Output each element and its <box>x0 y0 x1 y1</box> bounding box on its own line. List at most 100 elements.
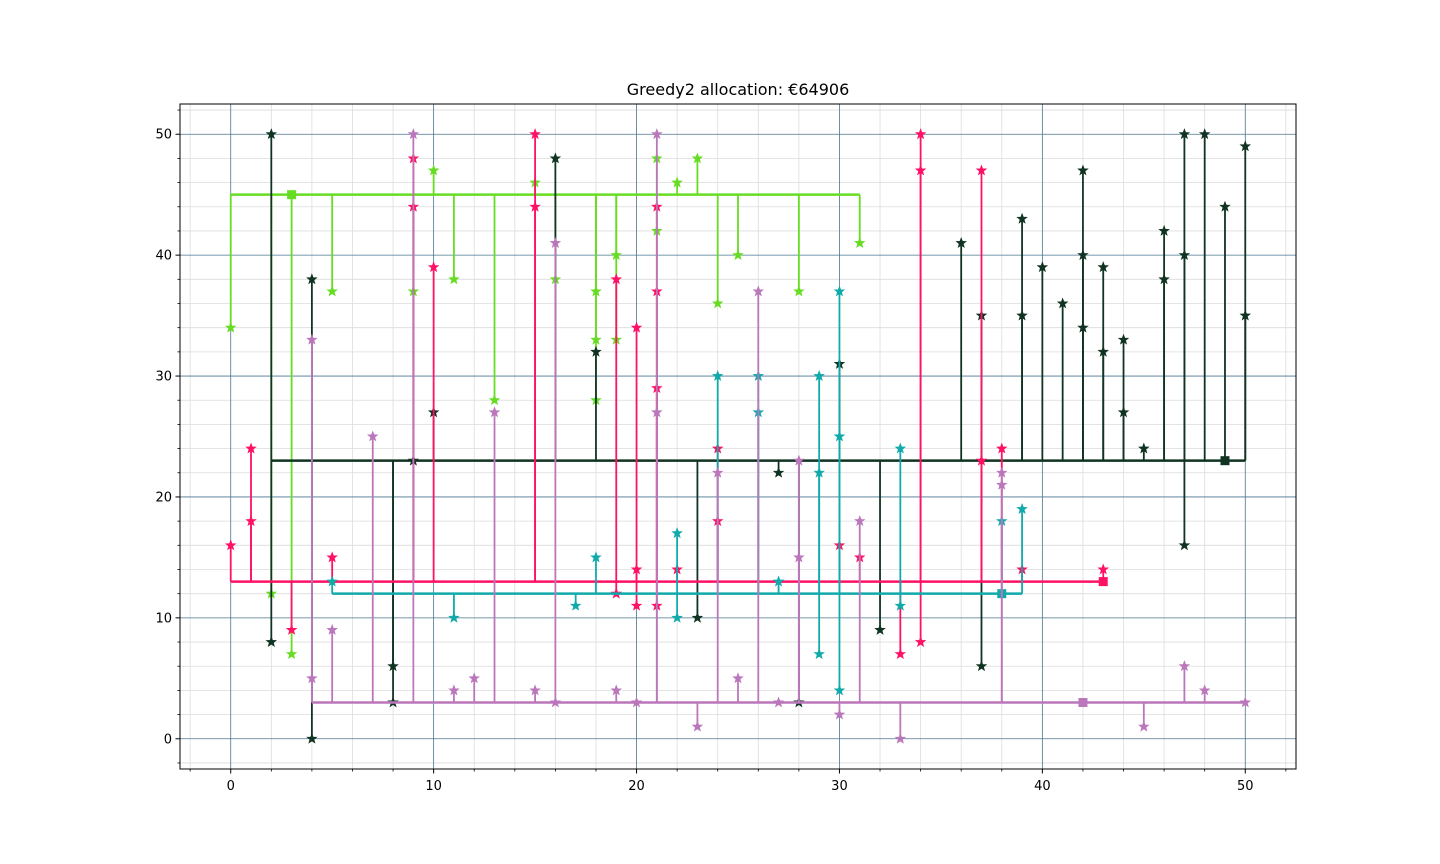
customer-point <box>407 128 420 140</box>
customer-point <box>996 466 1008 478</box>
customer-point <box>285 623 298 635</box>
customer-point <box>529 684 541 696</box>
customer-point <box>1198 684 1211 696</box>
customer-point <box>1178 539 1191 551</box>
x-tick-label: 20 <box>628 779 645 794</box>
customer-point <box>732 672 744 684</box>
allocation-series <box>224 128 1109 660</box>
customer-point <box>671 176 683 188</box>
customer-point <box>671 611 683 623</box>
customer-point <box>448 611 460 623</box>
customer-point <box>1138 720 1150 732</box>
customer-point <box>1219 200 1231 212</box>
customer-point <box>1036 261 1049 273</box>
customer-point <box>813 466 825 478</box>
customer-point <box>427 164 440 176</box>
customer-point <box>874 623 886 635</box>
customer-point <box>1178 128 1191 140</box>
customer-point <box>1158 273 1170 285</box>
series-layer <box>224 128 1252 744</box>
customer-point <box>306 333 318 345</box>
customer-point <box>367 430 379 442</box>
customer-point <box>996 442 1008 454</box>
x-tick-label: 10 <box>425 779 442 794</box>
customer-point <box>590 285 602 297</box>
y-tick-label: 50 <box>155 128 172 143</box>
chart-title: Greedy2 allocation: €64906 <box>627 80 850 99</box>
customer-point <box>772 575 785 587</box>
customer-point <box>894 732 907 744</box>
ticks: 0 10 20 30 40 50 0 10 20 30 40 50 <box>155 109 1287 794</box>
customer-point <box>691 152 704 164</box>
customer-point <box>1239 696 1252 708</box>
customer-point <box>671 527 683 539</box>
customer-point <box>772 466 785 478</box>
x-tick-label: 30 <box>831 779 848 794</box>
customer-point <box>914 128 927 140</box>
customer-point <box>975 164 988 176</box>
y-tick-label: 30 <box>155 370 172 385</box>
x-tick-label: 40 <box>1034 779 1051 794</box>
customer-point <box>590 345 602 357</box>
customer-point <box>752 285 765 297</box>
customer-point <box>1077 164 1089 176</box>
customer-point <box>1178 249 1191 261</box>
customer-point <box>590 333 602 345</box>
customer-point <box>833 430 846 442</box>
customer-point <box>793 285 805 297</box>
customer-point <box>224 321 237 333</box>
customer-point <box>610 249 623 261</box>
customer-point <box>833 708 846 720</box>
customer-point <box>894 599 907 611</box>
customer-point <box>265 635 278 647</box>
customer-point <box>306 672 318 684</box>
customer-point <box>224 539 237 551</box>
customer-point <box>1178 660 1191 672</box>
customer-point <box>914 635 927 647</box>
customer-point <box>691 611 704 623</box>
customer-point <box>488 394 501 406</box>
customer-point <box>1056 297 1069 309</box>
customer-point <box>833 285 846 297</box>
facility-marker <box>1078 698 1088 707</box>
customer-point <box>793 454 805 466</box>
customer-point <box>326 623 338 635</box>
customer-point <box>813 648 825 660</box>
customer-point <box>853 236 866 248</box>
customer-point <box>326 575 338 587</box>
customer-point <box>955 236 967 248</box>
facility-marker <box>1098 577 1108 587</box>
customer-point <box>1077 249 1089 261</box>
customer-point <box>651 406 663 418</box>
customer-point <box>975 660 988 672</box>
customer-point <box>245 515 257 527</box>
x-tick-label: 50 <box>1237 779 1254 794</box>
axes <box>179 103 1297 770</box>
customer-point <box>894 442 907 454</box>
customer-point <box>245 442 257 454</box>
customer-point <box>1097 563 1109 575</box>
customer-point <box>1198 128 1211 140</box>
customer-point <box>265 128 278 140</box>
allocation-series <box>306 128 1252 744</box>
customer-point <box>894 648 907 660</box>
customer-point <box>1117 333 1130 345</box>
customer-point <box>387 660 399 672</box>
customer-point <box>610 684 623 696</box>
customer-point <box>1016 212 1028 224</box>
customer-point <box>914 164 927 176</box>
customer-point <box>448 684 460 696</box>
customer-point <box>853 515 866 527</box>
customer-point <box>1016 502 1028 514</box>
customer-point <box>1016 309 1028 321</box>
customer-point <box>306 732 318 744</box>
customer-point <box>1158 224 1170 236</box>
x-tick-label: 0 <box>227 779 235 794</box>
customer-point <box>711 369 724 381</box>
customer-point <box>1239 140 1252 152</box>
y-tick-label: 40 <box>155 249 172 264</box>
customer-point <box>549 152 562 164</box>
customer-point <box>630 599 643 611</box>
customer-point <box>590 551 602 563</box>
